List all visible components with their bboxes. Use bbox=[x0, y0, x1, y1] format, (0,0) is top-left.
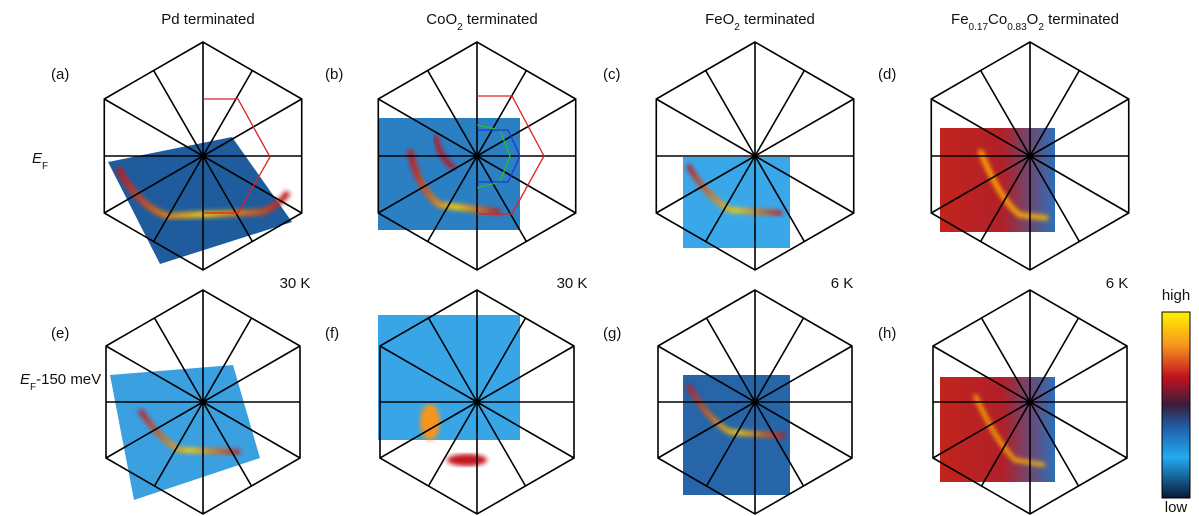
map bbox=[683, 157, 790, 248]
panel-label: (f) bbox=[325, 325, 339, 342]
brillouin-zone bbox=[378, 42, 575, 270]
column-title: Fe0.17Co0.83O2 terminated bbox=[951, 11, 1119, 33]
spoke bbox=[706, 71, 755, 157]
figure: high low Pd terminated (a) (e) CoO2 termina… bbox=[0, 0, 1199, 516]
column-title: FeO2 terminated bbox=[705, 11, 815, 33]
text-run: terminated bbox=[463, 11, 538, 28]
panel-label: (b) bbox=[325, 66, 343, 83]
map bbox=[378, 315, 520, 440]
brillouin-zone bbox=[104, 42, 301, 270]
spoke bbox=[104, 99, 203, 156]
panel-label: (c) bbox=[603, 66, 621, 83]
spoke bbox=[656, 99, 755, 156]
column-title: Pd terminated bbox=[161, 11, 254, 28]
column-title: CoO2 terminated bbox=[426, 11, 537, 33]
brillouin-zone bbox=[931, 42, 1128, 270]
text-run: terminated bbox=[740, 11, 815, 28]
row-label: EF-150 meV bbox=[20, 371, 101, 393]
text-run: 0.83 bbox=[1007, 22, 1027, 33]
hot-spot bbox=[420, 404, 440, 440]
panel-label: (a) bbox=[51, 66, 69, 83]
colorbar-high: high bbox=[1162, 287, 1190, 304]
row-label: EF bbox=[32, 150, 48, 172]
text-run: terminated bbox=[1044, 11, 1119, 28]
text-run: F bbox=[42, 161, 48, 172]
spoke bbox=[1030, 99, 1129, 156]
text-run: Fe bbox=[951, 11, 969, 28]
spoke bbox=[755, 99, 854, 156]
panel-label: (e) bbox=[51, 325, 69, 342]
text-run: O bbox=[1027, 11, 1039, 28]
spoke bbox=[755, 71, 804, 157]
text-run: 0.17 bbox=[969, 22, 989, 33]
spoke bbox=[755, 346, 852, 402]
hot-spot bbox=[447, 454, 487, 466]
text-run: FeO bbox=[705, 11, 734, 28]
text-run: CoO bbox=[426, 11, 457, 28]
panel-label: (g) bbox=[603, 325, 621, 342]
panel-label: (d) bbox=[878, 66, 896, 83]
colorbar bbox=[1162, 312, 1190, 498]
map bbox=[940, 377, 1055, 482]
intensity-maps bbox=[108, 118, 1055, 500]
text-run: Co bbox=[988, 11, 1007, 28]
text-run: -150 meV bbox=[36, 371, 101, 388]
colorbar-low: low bbox=[1165, 499, 1188, 516]
spoke bbox=[1030, 346, 1127, 402]
temperature: 30 K bbox=[557, 275, 588, 292]
panel-label: (h) bbox=[878, 325, 896, 342]
temperature: 30 K bbox=[280, 275, 311, 292]
text-run: Pd terminated bbox=[161, 11, 254, 28]
temperature: 6 K bbox=[831, 275, 854, 292]
temperature: 6 K bbox=[1106, 275, 1129, 292]
spoke bbox=[203, 99, 302, 156]
spoke bbox=[154, 71, 203, 157]
